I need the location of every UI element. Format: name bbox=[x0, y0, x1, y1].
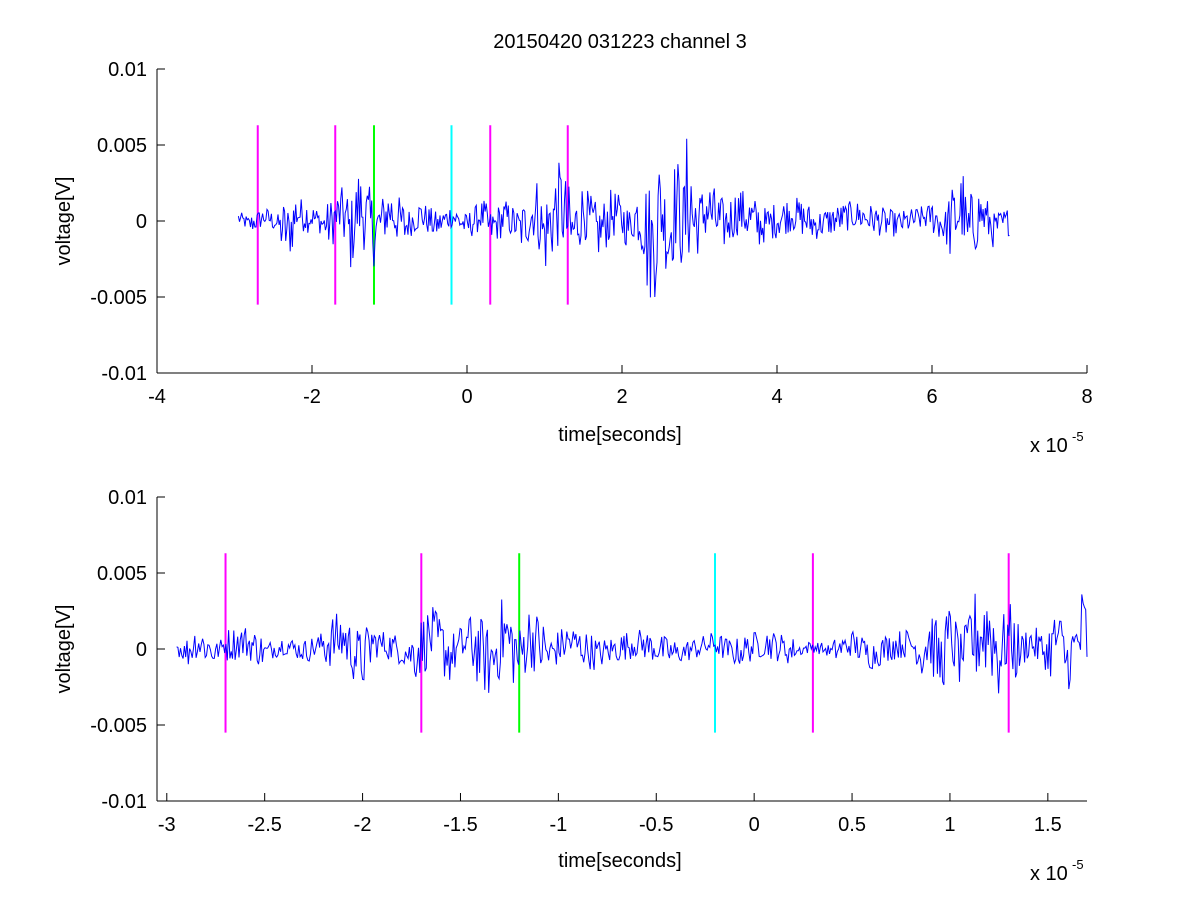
bottom-event-markers bbox=[224, 553, 1010, 733]
chart-title: 20150420 031223 channel 3 bbox=[493, 31, 747, 53]
bottom-y-tick-label: -0.005 bbox=[90, 715, 147, 737]
bottom-y-tick-label: 0 bbox=[136, 639, 147, 661]
top-x-tick-label: -4 bbox=[148, 386, 166, 408]
top-x-tick-label: 8 bbox=[1081, 386, 1092, 408]
top-y-tick-label: -0.005 bbox=[90, 287, 147, 309]
bottom-x-tick-label: 0 bbox=[749, 814, 760, 836]
top-y-tick-label: 0 bbox=[136, 211, 147, 233]
top-voltage-trace bbox=[237, 138, 1010, 298]
bottom-plot: -3 -2.5 -2 -1.5 -1 -0.5 0 0.5 1 1.5 -0.01 -0.005 0 0.… bbox=[53, 487, 1088, 885]
bottom-x-tick-label: -1 bbox=[549, 814, 567, 836]
bottom-y-axis-label: voltage[V] bbox=[53, 605, 75, 694]
top-x-tick-label: 6 bbox=[926, 386, 937, 408]
bottom-plot-area bbox=[157, 497, 1087, 801]
bottom-x-tick-label: 0.5 bbox=[838, 814, 866, 836]
bottom-x-tick-label: -3 bbox=[158, 814, 176, 836]
top-y-tick-label: 0.01 bbox=[108, 59, 147, 81]
bottom-x-tick-label: -0.5 bbox=[639, 814, 673, 836]
top-y-tick-label: 0.005 bbox=[97, 135, 147, 157]
top-x-tick-label: -2 bbox=[303, 386, 321, 408]
top-x-tick-label: 2 bbox=[616, 386, 627, 408]
top-x-tick-label: 0 bbox=[461, 386, 472, 408]
bottom-x-multiplier-label: x 10 bbox=[1030, 863, 1068, 885]
bottom-y-tick-label: 0.01 bbox=[108, 487, 147, 509]
top-ticks: -4 -2 0 2 4 6 8 -0.01 -0.005 0 0.005 0.01 bbox=[90, 59, 1092, 408]
top-x-multiplier-exponent: -5 bbox=[1072, 429, 1084, 444]
bottom-x-tick-label: 1.5 bbox=[1034, 814, 1062, 836]
bottom-x-tick-label: -2 bbox=[354, 814, 372, 836]
top-y-tick-label: -0.01 bbox=[101, 363, 147, 385]
top-x-tick-label: 4 bbox=[771, 386, 782, 408]
bottom-x-multiplier-exponent: -5 bbox=[1072, 857, 1084, 872]
bottom-voltage-trace bbox=[176, 593, 1088, 694]
bottom-x-tick-label: -1.5 bbox=[443, 814, 477, 836]
bottom-y-tick-label: 0.005 bbox=[97, 563, 147, 585]
top-y-axis-label: voltage[V] bbox=[53, 177, 75, 266]
bottom-y-tick-label: -0.01 bbox=[101, 791, 147, 813]
bottom-ticks: -3 -2.5 -2 -1.5 -1 -0.5 0 0.5 1 1.5 -0.01 -0.005 0 0.… bbox=[90, 487, 1061, 836]
bottom-x-tick-label: -2.5 bbox=[247, 814, 281, 836]
top-x-multiplier-label: x 10 bbox=[1030, 435, 1068, 457]
bottom-x-tick-label: 1 bbox=[944, 814, 955, 836]
top-x-axis-label: time[seconds] bbox=[558, 424, 681, 446]
bottom-x-axis-label: time[seconds] bbox=[558, 850, 681, 872]
top-plot: 20150420 031223 channel 3 -4 -2 0 2 4 6 8 -0.01… bbox=[53, 31, 1093, 457]
